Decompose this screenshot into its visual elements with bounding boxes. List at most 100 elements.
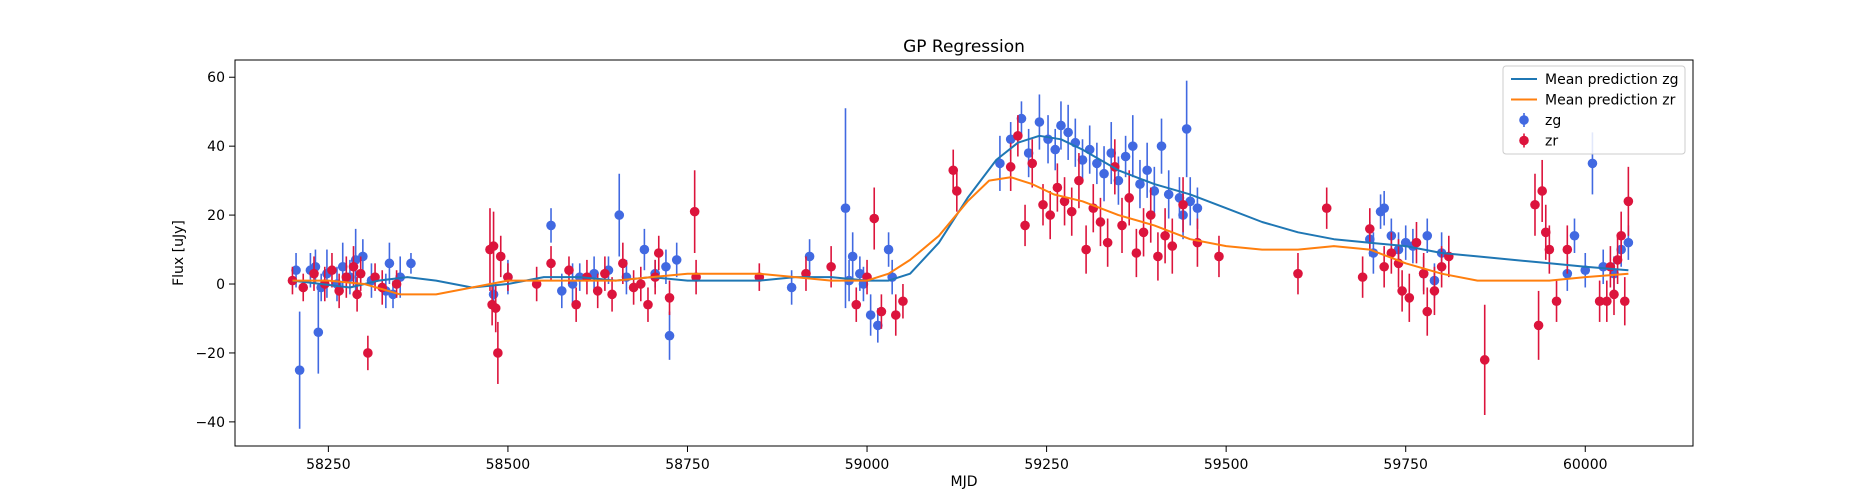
y-tick-label: 20 <box>207 208 225 224</box>
data-point-zg <box>855 268 865 279</box>
data-point-zg <box>406 258 416 269</box>
data-point-zg <box>671 255 682 265</box>
x-tick-label: 59750 <box>1383 457 1428 473</box>
data-point-zr <box>1102 237 1113 248</box>
data-point-zg <box>661 261 671 272</box>
data-point-zg <box>1135 179 1145 189</box>
data-point-zr <box>1081 244 1091 255</box>
data-point-zr <box>1602 296 1612 307</box>
data-point-zr <box>488 241 499 251</box>
data-point-zr <box>493 348 503 358</box>
data-point-zr <box>691 272 701 282</box>
data-point-zr <box>890 310 901 320</box>
data-point-zr <box>1404 293 1415 303</box>
legend: Mean prediction zg Mean prediction zr zg… <box>1502 65 1686 155</box>
axes: 58250 58500 58750 59000 59250 59500 59750 60000… <box>195 59 1694 473</box>
line-mean-prediction-zr <box>292 176 1629 296</box>
data-point-zr <box>1038 199 1048 210</box>
data-point-zr <box>1117 220 1127 231</box>
data-point-zg <box>664 330 675 341</box>
data-point-zr <box>653 248 664 258</box>
data-point-zg <box>337 261 348 272</box>
data-point-zg <box>1023 148 1034 158</box>
data-point-zr <box>1005 162 1016 172</box>
data-point-zr <box>1167 241 1178 251</box>
data-point-zr <box>327 265 337 276</box>
data-point-zr <box>571 299 581 310</box>
y-tick-label: −20 <box>195 346 225 362</box>
data-point-zr <box>628 282 639 293</box>
data-point-zr <box>1074 175 1084 186</box>
data-point-zr <box>851 299 862 310</box>
data-point-zg <box>1063 127 1073 138</box>
data-point-zg <box>1050 144 1061 155</box>
y-tick-label: 60 <box>207 70 225 86</box>
data-point-zg <box>1149 186 1160 196</box>
x-tick-label: 60000 <box>1563 457 1608 473</box>
data-point-zg <box>1569 230 1580 241</box>
data-point-zr <box>1537 186 1547 196</box>
data-point-zr <box>1609 289 1619 300</box>
legend-label-zr: zr <box>1545 134 1558 150</box>
data-point-zg <box>1379 203 1389 213</box>
data-point-zg <box>546 220 556 231</box>
data-point-zg <box>1181 124 1192 134</box>
data-point-zg <box>567 279 578 289</box>
data-point-zr <box>1364 224 1375 234</box>
data-point-zr <box>391 279 402 289</box>
data-point-zr <box>334 286 344 296</box>
data-point-zr <box>1066 206 1077 217</box>
data-point-zg <box>1127 141 1138 151</box>
data-point-zg <box>847 251 858 262</box>
data-point-zr <box>1530 199 1540 210</box>
x-tick-label: 58500 <box>486 457 531 473</box>
legend-swatch-zr <box>1519 133 1529 148</box>
data-point-zr <box>643 299 653 310</box>
data-point-zg <box>1120 151 1131 162</box>
data-point-zr <box>1059 196 1070 207</box>
series-zr-points <box>287 115 1634 415</box>
legend-box <box>1502 65 1686 155</box>
data-point-zr <box>600 268 610 279</box>
data-point-zr <box>948 165 959 176</box>
data-point-zr <box>1479 355 1490 365</box>
legend-label-zg: zg <box>1545 113 1561 129</box>
data-point-zr <box>341 272 352 282</box>
data-point-zr <box>1153 251 1163 262</box>
data-point-zr <box>876 306 887 317</box>
y-axis-label: Flux [uJy] <box>171 220 187 286</box>
data-point-zg <box>614 210 625 220</box>
legend-label-mean-zg: Mean prediction zg <box>1545 72 1679 88</box>
data-point-zg <box>291 265 301 276</box>
plot-series <box>287 80 1634 429</box>
data-point-zr <box>1095 217 1106 227</box>
data-point-zg <box>1422 230 1433 241</box>
data-point-zg <box>804 251 815 262</box>
data-point-zg <box>1185 196 1196 207</box>
data-point-zg <box>313 327 324 338</box>
data-point-zg <box>1156 141 1167 151</box>
y-tick-label: −40 <box>195 415 225 431</box>
data-point-zg <box>883 244 894 255</box>
data-point-zg <box>1034 117 1045 127</box>
legend-marker <box>1519 135 1529 146</box>
data-point-zr <box>1436 261 1447 272</box>
data-point-zg <box>865 310 876 320</box>
data-point-zg <box>556 286 567 296</box>
data-point-zg <box>358 251 368 262</box>
data-point-zr <box>1533 320 1544 331</box>
data-point-zr <box>1422 306 1433 317</box>
data-point-zg <box>1077 155 1088 165</box>
plot-frame <box>234 59 1694 447</box>
data-point-zr <box>1397 286 1407 296</box>
data-point-zr <box>1379 261 1389 272</box>
data-point-zg <box>786 282 797 293</box>
legend-swatch-zg <box>1519 113 1529 127</box>
data-point-zr <box>1138 227 1149 238</box>
data-point-zr <box>1052 182 1063 193</box>
data-point-zr <box>1418 268 1429 279</box>
data-point-zr <box>564 265 574 276</box>
data-point-zg <box>1056 120 1066 131</box>
x-axis-label: MJD <box>951 474 978 490</box>
data-point-zr <box>1619 296 1630 307</box>
